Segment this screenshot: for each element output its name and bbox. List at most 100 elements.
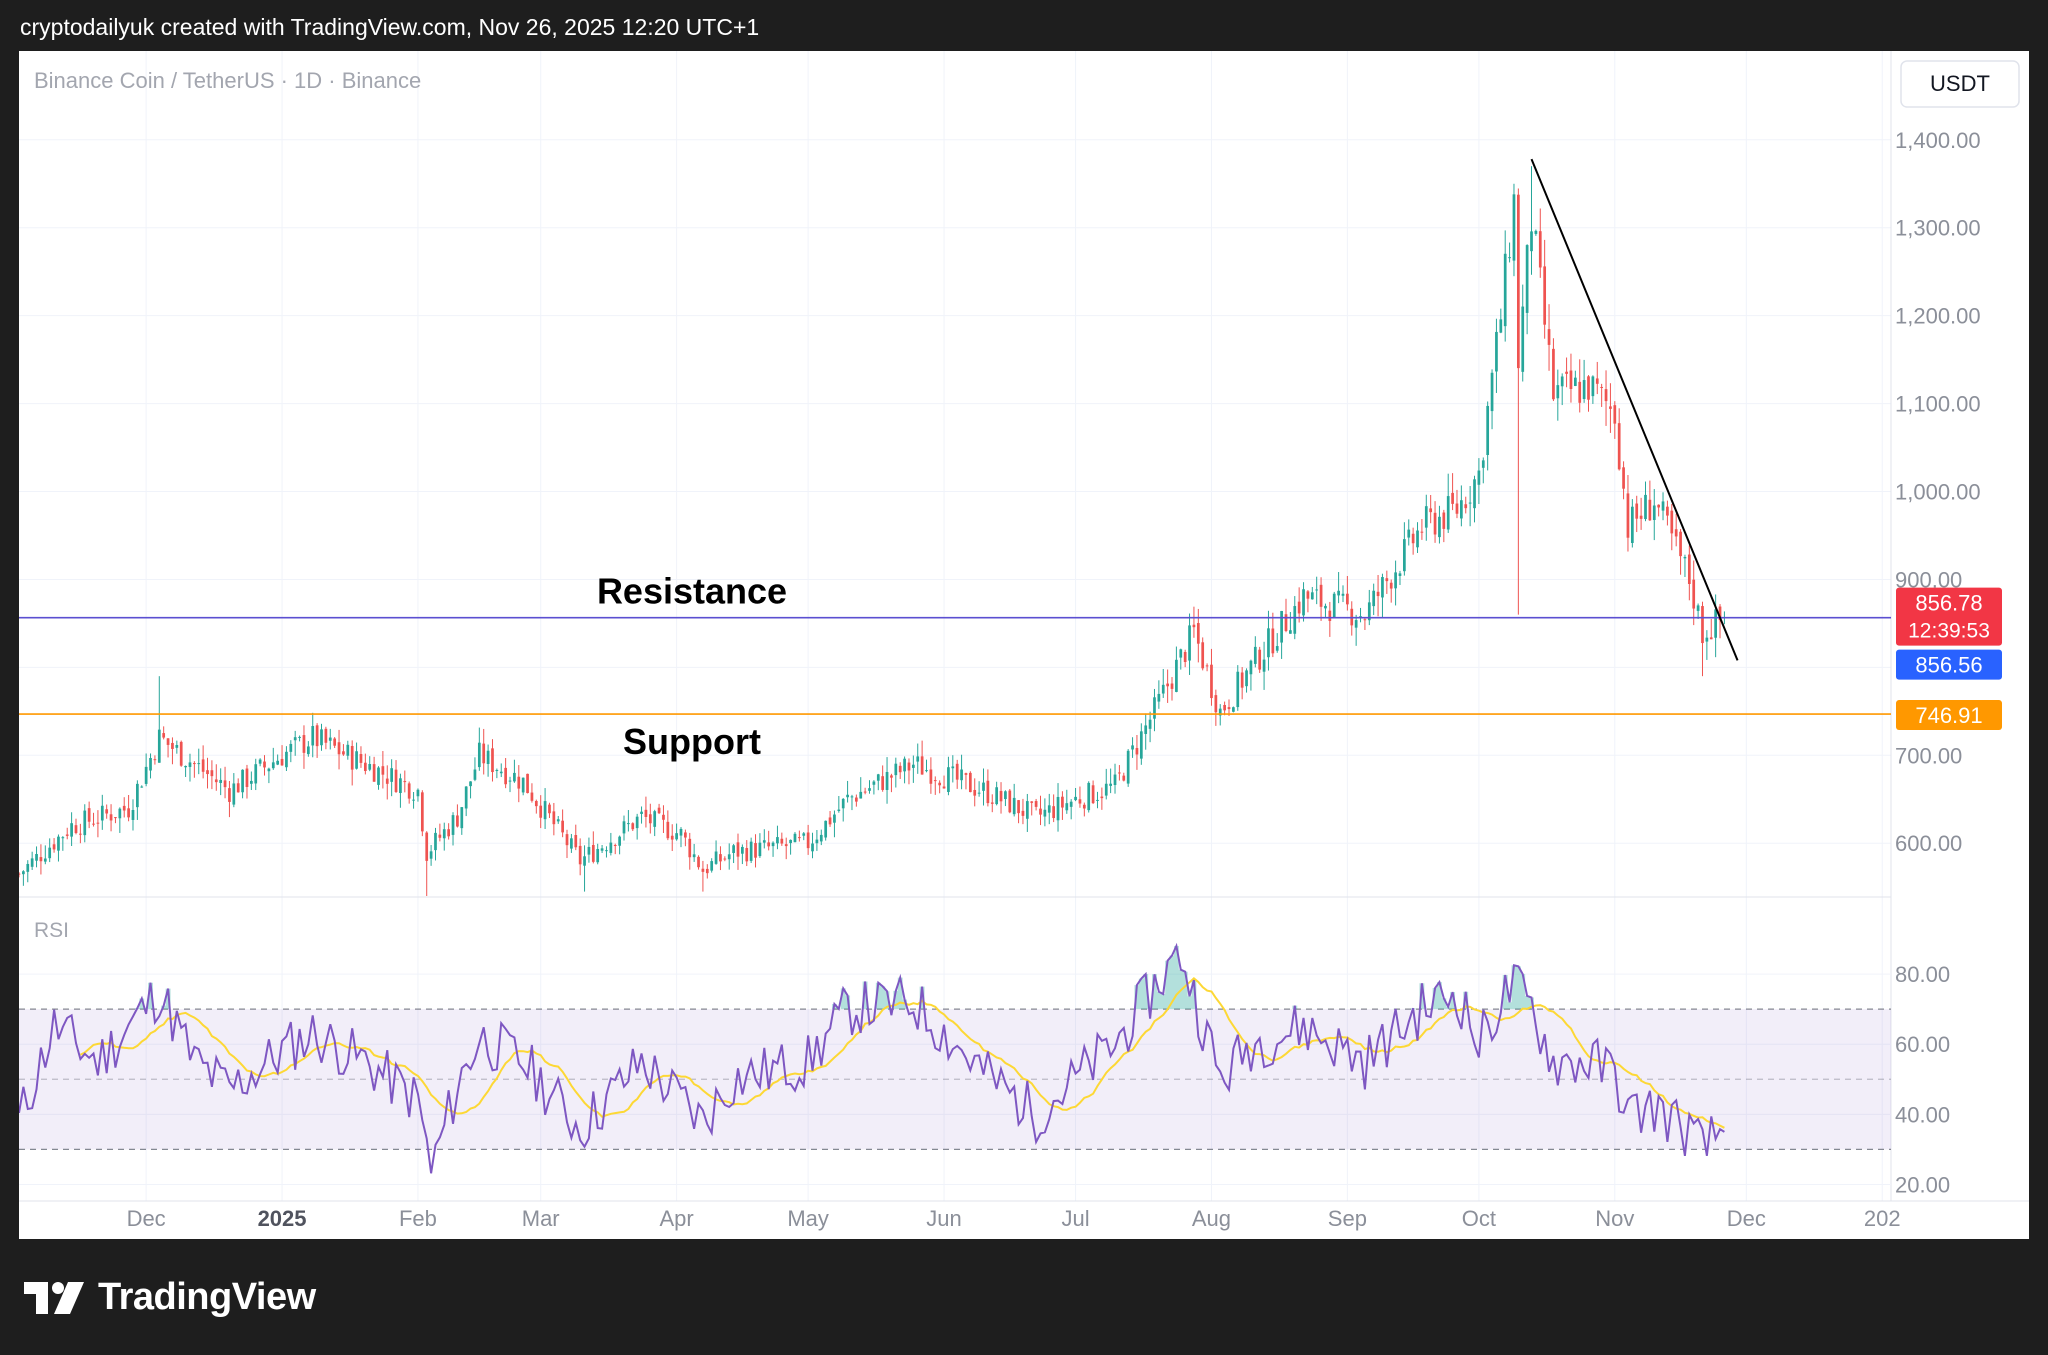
- candle-body: [1148, 719, 1152, 729]
- candle-body: [254, 764, 258, 784]
- candle-body: [328, 737, 332, 741]
- candle-body: [451, 815, 455, 835]
- candle-body: [828, 817, 832, 825]
- chart-container[interactable]: Dec 2025 Feb Mar Apr May Jun Jul Aug Sep Oct Nov Dec…: [19, 51, 2029, 1239]
- candle-body: [333, 738, 337, 746]
- candle-body: [473, 769, 477, 780]
- candle-body: [1609, 406, 1612, 409]
- price-tick-label: 600.00: [1895, 831, 1962, 856]
- x-tick-label: Mar: [522, 1206, 560, 1231]
- price-tick-label: 1,300.00: [1895, 216, 1981, 241]
- candle-body: [986, 780, 990, 804]
- tradingview-brand[interactable]: TradingView: [22, 1276, 316, 1319]
- candle-body: [929, 769, 933, 784]
- candle-body: [100, 805, 104, 821]
- candle-body: [1683, 556, 1687, 559]
- downtrend-line[interactable]: [1530, 158, 1739, 661]
- candle-body: [420, 792, 424, 832]
- candle-body: [1499, 319, 1503, 333]
- candle-body: [1196, 623, 1200, 644]
- candle-body: [1692, 579, 1696, 609]
- candle-body: [705, 868, 709, 874]
- rsi-tick-label: 80.00: [1895, 962, 1950, 987]
- candle-body: [1626, 493, 1630, 538]
- candle-body: [736, 842, 740, 857]
- candle-body: [1543, 266, 1547, 325]
- candle-body: [1666, 506, 1669, 516]
- candle-body: [1087, 782, 1091, 811]
- candle-body: [258, 759, 262, 764]
- candle-body: [1332, 593, 1336, 618]
- candle-body: [648, 814, 652, 824]
- candle-body: [850, 796, 854, 798]
- rsi-tick-label: 60.00: [1895, 1032, 1950, 1057]
- candle-body: [399, 778, 402, 794]
- candle-body: [149, 757, 152, 771]
- candle-body: [596, 848, 600, 863]
- candle-body: [1293, 606, 1297, 634]
- candle-body: [1021, 810, 1025, 816]
- candle-body: [1569, 370, 1573, 389]
- candle-body: [140, 786, 144, 788]
- candle-body: [1381, 577, 1384, 598]
- candle-body: [1503, 253, 1507, 327]
- candle-body: [613, 844, 617, 846]
- price-tick-label: 700.00: [1895, 743, 1962, 768]
- candle-body: [903, 758, 906, 772]
- candle-body: [1481, 460, 1485, 468]
- candle-body: [1617, 423, 1621, 470]
- candle-body: [1253, 646, 1257, 664]
- candle-body: [1183, 651, 1187, 663]
- candle-body: [1245, 670, 1248, 687]
- candle-body: [109, 814, 113, 821]
- candle-body: [684, 832, 687, 838]
- currency-button[interactable]: [1900, 60, 2020, 108]
- candle-body: [1289, 630, 1292, 634]
- candle-body: [315, 725, 319, 747]
- price-tag: [1896, 700, 2002, 731]
- candle-body: [482, 743, 486, 764]
- candle-body: [898, 765, 902, 773]
- price-tick-label: 1,200.00: [1895, 304, 1981, 329]
- candle-body: [43, 858, 47, 862]
- candle-body: [1201, 642, 1205, 669]
- candle-body: [1661, 501, 1665, 511]
- candle-body: [745, 848, 749, 862]
- candle-body: [118, 808, 122, 819]
- candle-body: [1512, 194, 1516, 261]
- price-tick-label: 1,100.00: [1895, 392, 1981, 417]
- candle-body: [1188, 625, 1191, 661]
- x-tick-label: Oct: [1462, 1206, 1496, 1231]
- candle-body: [811, 843, 814, 852]
- candle-body: [574, 835, 578, 848]
- candle-body: [52, 844, 56, 850]
- candle-body: [1416, 530, 1419, 548]
- x-tick-label: May: [787, 1206, 829, 1231]
- candle-body: [30, 858, 34, 867]
- tradingview-wordmark: TradingView: [98, 1276, 316, 1318]
- candle-body: [1407, 529, 1411, 538]
- price-rsi-chart[interactable]: Dec 2025 Feb Mar Apr May Jun Jul Aug Sep Oct Nov Dec…: [19, 51, 2029, 1239]
- candle-body: [228, 788, 231, 802]
- candle-body: [105, 809, 109, 814]
- x-tick-label: Nov: [1595, 1206, 1634, 1231]
- price-tag: [1896, 587, 2002, 646]
- candle-body: [486, 750, 490, 764]
- candle-body: [863, 791, 867, 793]
- candle-body: [1622, 467, 1625, 489]
- candle-body: [1302, 589, 1305, 616]
- rsi-line[interactable]: [19, 942, 1725, 1174]
- candle-body: [35, 854, 38, 861]
- candle-body: [114, 817, 117, 819]
- candle-body: [1047, 805, 1051, 813]
- candle-body: [1236, 671, 1240, 708]
- candle-body: [1205, 665, 1209, 667]
- candle-body: [425, 832, 429, 861]
- candle-body: [517, 776, 521, 789]
- candle-body: [1424, 506, 1428, 528]
- candle-body: [434, 832, 437, 851]
- candle-body: [1508, 257, 1511, 259]
- candle-body: [583, 856, 586, 866]
- candle-body: [1354, 620, 1358, 628]
- candle-body: [1008, 790, 1012, 813]
